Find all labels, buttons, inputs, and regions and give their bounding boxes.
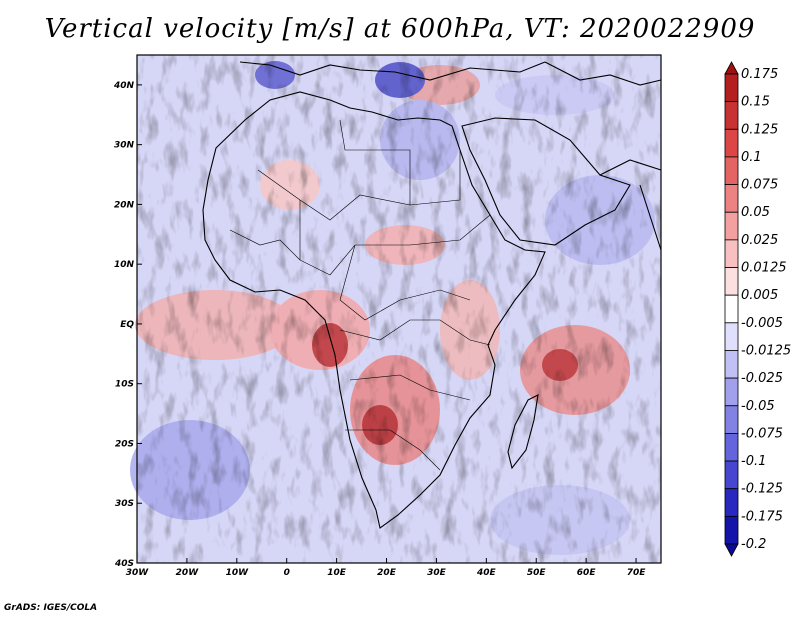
x-tick-label: 30W: [126, 568, 150, 578]
colorbar-swatch: [724, 488, 739, 517]
colorbar-label: -0.125: [741, 482, 783, 497]
colorbar-swatch: [724, 156, 739, 185]
colorbar-swatch: [724, 405, 739, 434]
colorbar-top-triangle: [724, 61, 739, 75]
colorbar-swatch: [724, 350, 739, 379]
colorbar-label: -0.005: [741, 316, 783, 331]
colorbar-swatch: [724, 73, 739, 103]
country-borders: [229, 119, 491, 471]
colorbar-swatch: [724, 460, 739, 490]
colorbar-label: 0.125: [741, 122, 778, 137]
colorbar-label: -0.05: [741, 399, 775, 414]
colorbar-label: 0.075: [741, 178, 778, 193]
x-tick-label: 50E: [527, 568, 547, 578]
colorbar-label: -0.1: [741, 454, 766, 469]
x-tick-label: 30E: [427, 568, 447, 578]
x-tick-label: 0: [284, 568, 290, 578]
colorbar-label: 0.05: [741, 205, 770, 220]
credit-label: GrADS: IGES/COLA: [4, 603, 98, 613]
colorbar-label: 0.175: [741, 67, 778, 82]
y-tick-label: 30N: [114, 141, 135, 151]
x-tick-label: 60E: [577, 568, 597, 578]
colorbar-swatch: [724, 433, 739, 462]
colorbar-swatch: [724, 377, 739, 407]
colorbar-bottom-triangle: [724, 543, 739, 557]
colorbar-label: 0.0125: [741, 261, 787, 276]
coastlines: [202, 61, 662, 529]
colorbar-swatch: [724, 515, 739, 545]
x-tick-label: 10E: [327, 568, 347, 578]
colorbar-swatch: [724, 211, 739, 241]
y-tick-label: 20N: [114, 200, 135, 210]
arabia-outline: [461, 117, 631, 246]
y-tick-label: EQ: [120, 320, 134, 330]
plot-frame: [136, 54, 662, 564]
colorbar-label: 0.15: [741, 95, 770, 110]
x-tick-label: 20W: [176, 568, 200, 578]
x-tick-label: 70E: [627, 568, 647, 578]
colorbar-swatch: [724, 239, 739, 268]
colorbar-label: 0.025: [741, 233, 778, 248]
y-tick-label: 20S: [115, 439, 134, 449]
y-tick-label: 40N: [113, 81, 135, 91]
asia-outline: [544, 61, 662, 251]
colorbar-label: -0.075: [741, 426, 783, 441]
colorbar-swatch: [724, 267, 739, 296]
map-title: Vertical velocity [m/s] at 600hPa, VT: 2…: [44, 14, 756, 44]
y-tick-label: 10S: [115, 380, 134, 390]
colorbar-label: -0.175: [741, 509, 783, 524]
x-tick-label: 40E: [476, 568, 497, 578]
y-tick-label: 30S: [115, 499, 134, 509]
colorbar-label: 0.005: [741, 288, 778, 303]
y-tick-label: 40S: [114, 559, 134, 569]
colorbar-swatch: [724, 101, 739, 130]
colorbar-swatch: [724, 294, 739, 324]
colorbar-swatch: [724, 322, 739, 351]
europe-outline: [239, 61, 546, 81]
colorbar-swatch: [724, 128, 739, 158]
colorbar-label: -0.0125: [741, 343, 791, 358]
plot-area: [130, 54, 662, 564]
colorbar-label: -0.2: [741, 537, 766, 552]
colorbar-label: -0.025: [741, 371, 783, 386]
africa-outline: [202, 91, 546, 529]
colorbar-swatch: [724, 184, 739, 213]
field-texture: [137, 55, 661, 563]
x-tick-label: 10W: [226, 568, 250, 578]
y-tick-label: 10N: [114, 260, 135, 270]
x-axis: 30W 20W 10W 0 10E 20E 30E 40E 50E 60E 70E: [126, 558, 646, 578]
madagascar-outline: [507, 394, 539, 470]
y-axis: 40N 30N 20N 10N EQ 10S 20S 30S 40S: [113, 81, 142, 569]
colorbar: 0.175 0.15 0.125 0.1 0.075 0.05 0.025 0.0125 0.0…: [724, 61, 791, 557]
x-tick-label: 20E: [377, 568, 397, 578]
colorbar-label: 0.1: [741, 150, 762, 165]
